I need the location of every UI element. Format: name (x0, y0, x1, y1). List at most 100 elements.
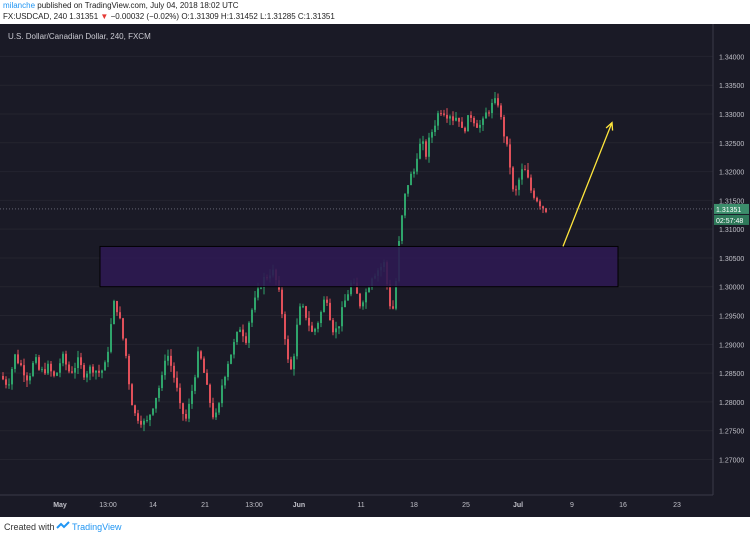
candle-up (395, 281, 397, 309)
y-tick-label: 1.33500 (719, 83, 744, 90)
candle-down (200, 351, 202, 359)
candle-up (482, 118, 484, 125)
x-tick-label: Jun (293, 502, 305, 509)
candle-down (389, 284, 391, 307)
candle-up (161, 375, 163, 389)
candle-down (326, 299, 328, 303)
published-text: published on TradingView.com, July 04, 2… (37, 1, 239, 10)
candle-down (176, 377, 178, 388)
candle-up (221, 385, 223, 404)
arrow-head (605, 121, 614, 131)
candle-up (110, 324, 112, 352)
candle-down (53, 371, 55, 376)
x-tick-label: 25 (462, 502, 470, 509)
candle-up (347, 294, 349, 301)
candle-up (422, 141, 424, 144)
candle-down (305, 306, 307, 318)
candle-up (350, 282, 352, 295)
candle-down (290, 359, 292, 370)
publish-line: milanche published on TradingView.com, J… (3, 1, 239, 10)
y-tick-label: 1.29500 (719, 314, 744, 321)
candle-up (521, 169, 523, 180)
candle-up (113, 300, 115, 325)
x-tick-label: 16 (619, 502, 627, 509)
candle-up (431, 132, 433, 138)
candle-down (488, 112, 490, 114)
candle-down (512, 167, 514, 190)
candle-down (92, 366, 94, 373)
y-tick-label: 1.33000 (719, 112, 744, 119)
candle-down (332, 320, 334, 333)
author-link[interactable]: milanche (3, 1, 36, 10)
candle-up (437, 113, 439, 126)
candle-up (62, 353, 64, 364)
tradingview-brand-link[interactable]: TradingView (72, 522, 122, 532)
x-tick-label: 13:00 (245, 502, 263, 509)
countdown-label: 02:57:48 (716, 218, 743, 225)
candle-up (236, 331, 238, 343)
candle-up (434, 125, 436, 133)
candle-up (188, 403, 190, 419)
candle-down (83, 365, 85, 378)
y-tick-label: 1.32500 (719, 141, 744, 148)
chart-title: U.S. Dollar/Canadian Dollar, 240, FXCM (8, 32, 151, 41)
tradingview-logo-icon (56, 521, 70, 529)
candle-up (101, 370, 103, 373)
change-value: −0.00032 (−0.02%) (110, 12, 180, 21)
candle-up (416, 158, 418, 172)
candle-up (146, 420, 148, 422)
ohlc-line: FX:USDCAD, 240 1.31351 ▼ −0.00032 (−0.02… (3, 12, 335, 21)
candle-up (293, 356, 295, 370)
x-tick-label: 14 (149, 502, 157, 509)
candle-up (104, 362, 106, 371)
candle-down (131, 384, 133, 406)
candle-down (26, 375, 28, 381)
candle-down (209, 384, 211, 403)
candle-up (341, 307, 343, 327)
candle-down (116, 300, 118, 313)
candle-up (167, 355, 169, 361)
candle-up (8, 384, 10, 386)
candle-up (224, 376, 226, 386)
candle-down (461, 121, 463, 128)
candle-down (464, 127, 466, 132)
current-price-label: 1.31351 (716, 207, 741, 214)
candle-up (491, 102, 493, 114)
y-tick-label: 1.28500 (719, 371, 744, 378)
y-tick-label: 1.29000 (719, 342, 744, 349)
candle-down (308, 317, 310, 326)
candle-up (299, 306, 301, 325)
candle-up (215, 412, 217, 418)
chart-header: milanche published on TradingView.com, J… (0, 0, 750, 24)
candle-down (80, 357, 82, 366)
candle-up (233, 342, 235, 355)
candle-down (533, 190, 535, 198)
high-value: 1.31452 (228, 12, 258, 21)
y-tick-label: 1.27000 (719, 457, 744, 464)
candle-down (38, 357, 40, 370)
candle-up (74, 368, 76, 373)
low-label: L: (260, 12, 267, 21)
candle-down (128, 355, 130, 385)
candle-up (338, 326, 340, 329)
candle-up (89, 366, 91, 374)
candle-up (467, 115, 469, 132)
candle-down (122, 318, 124, 339)
candle-up (191, 390, 193, 404)
symbol-label: FX:USDCAD, 240 (3, 12, 68, 21)
candle-up (32, 362, 34, 376)
candle-down (443, 113, 445, 115)
price-chart[interactable]: 1.34000 1.33500 1.33000 1.32500 1.32000 1.315… (0, 24, 750, 517)
y-tick-label: 1.28000 (719, 400, 744, 407)
candle-down (527, 169, 529, 178)
candle-up (143, 420, 145, 425)
candle-down (281, 289, 283, 315)
candle-down (119, 312, 121, 319)
x-tick-label: 21 (201, 502, 209, 509)
candle-down (65, 353, 67, 365)
chart-area[interactable]: 1.34000 1.33500 1.33000 1.32500 1.32000 1.315… (0, 24, 750, 517)
x-tick-label: Jul (513, 502, 523, 509)
candle-down (359, 293, 361, 307)
candle-down (452, 116, 454, 121)
y-tick-label: 1.32000 (719, 170, 744, 177)
